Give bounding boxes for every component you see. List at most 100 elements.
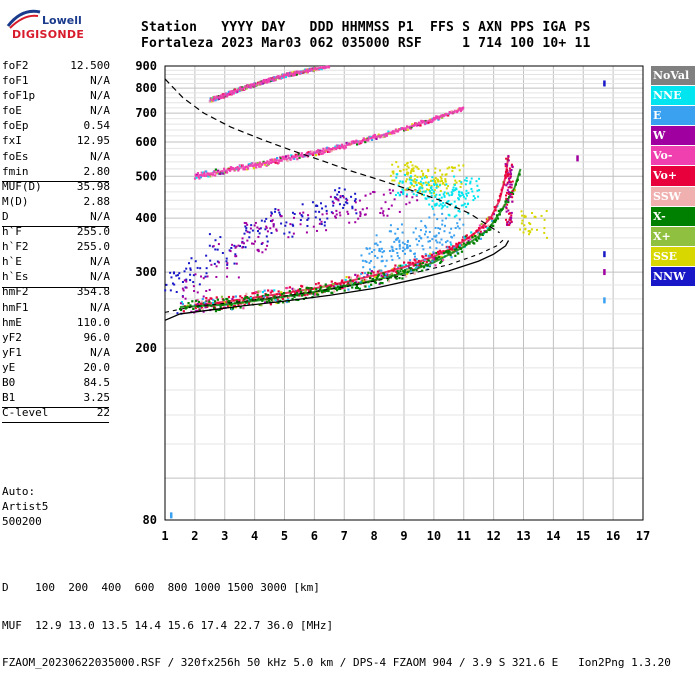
param-row: hmF2 354.8 <box>2 284 110 299</box>
echo-point <box>543 227 546 230</box>
param-row: h`F2 255.0 <box>2 239 110 254</box>
echo-point <box>277 75 280 78</box>
echo-point <box>205 254 208 257</box>
echo-point <box>394 194 397 197</box>
echo-point <box>315 150 318 153</box>
echo-point <box>414 165 417 168</box>
echo-point <box>285 158 288 161</box>
echo-point <box>436 256 439 260</box>
echo-point <box>429 246 432 249</box>
echo-point <box>204 275 207 278</box>
echo-point <box>205 272 208 275</box>
echo-point <box>359 212 362 215</box>
echo-point <box>432 207 435 210</box>
echo-point <box>178 272 181 275</box>
echo-point <box>414 174 417 177</box>
echo-point <box>189 273 192 276</box>
echo-point <box>266 296 269 299</box>
echo-point <box>415 258 418 261</box>
echo-point <box>364 272 367 275</box>
echo-point <box>393 267 396 270</box>
echo-point <box>270 232 273 235</box>
echo-point <box>192 307 195 311</box>
echo-point <box>420 237 423 240</box>
echo-point <box>375 242 378 245</box>
echo-point <box>527 230 530 233</box>
echo-point <box>173 283 176 286</box>
echo-point <box>432 252 435 255</box>
echo-point <box>349 279 352 282</box>
echo-point <box>259 165 262 168</box>
param-value: 22 <box>96 406 110 420</box>
echo-point <box>261 251 264 254</box>
echo-point <box>450 194 453 197</box>
echo-point <box>284 155 288 158</box>
param-value: 354.8 <box>76 285 110 299</box>
echo-point <box>453 215 456 218</box>
echo-point <box>247 297 250 300</box>
echo-point <box>427 170 430 173</box>
echo-point <box>505 218 508 221</box>
echo-point <box>442 181 445 184</box>
echo-point <box>274 161 277 164</box>
echo-point <box>404 252 407 255</box>
echo-point <box>292 232 295 235</box>
echo-point <box>360 272 363 275</box>
echo-point <box>212 99 215 102</box>
echo-point <box>423 194 426 197</box>
echo-point <box>442 201 445 204</box>
echo-point <box>317 293 320 296</box>
echo-point <box>339 214 342 217</box>
echo-point <box>212 301 215 305</box>
echo-point <box>357 217 360 220</box>
echo-point <box>381 251 384 254</box>
echo-point <box>446 251 449 254</box>
echo-point <box>200 275 203 278</box>
echo-point <box>524 215 527 218</box>
echo-point <box>416 176 419 179</box>
echo-point <box>322 147 325 150</box>
echo-point <box>385 259 388 262</box>
echo-point <box>401 250 404 253</box>
echo-point <box>212 298 215 302</box>
echo-point <box>283 232 286 235</box>
echo-point <box>324 283 327 286</box>
echo-point <box>214 99 217 102</box>
echo-point <box>489 228 492 231</box>
echo-point <box>306 293 309 296</box>
echo-point <box>180 300 184 304</box>
echo-point <box>280 222 283 225</box>
echo-point <box>474 235 477 238</box>
echo-point <box>267 162 271 166</box>
echo-point <box>438 184 441 187</box>
echo-point <box>444 241 447 244</box>
echo-point <box>205 174 209 178</box>
param-label: foEs <box>2 149 29 163</box>
echo-point <box>280 76 284 79</box>
echo-point <box>189 268 192 271</box>
echo-point <box>374 254 377 257</box>
echo-point <box>408 176 411 179</box>
echo-point <box>384 135 387 138</box>
echo-point <box>422 248 425 251</box>
echo-point <box>397 271 400 275</box>
echo-point <box>231 89 234 93</box>
echo-point <box>330 280 333 283</box>
echo-point <box>449 254 452 257</box>
param-value: N/A <box>90 89 110 103</box>
echo-point <box>403 242 406 245</box>
echo-point <box>295 291 299 294</box>
echo-point <box>397 264 400 267</box>
echo-point <box>510 211 513 214</box>
echo-point <box>508 167 511 170</box>
echo-point <box>210 173 213 176</box>
echo-point <box>277 209 280 212</box>
echo-point <box>403 270 406 274</box>
echo-point <box>431 260 434 263</box>
echo-point <box>453 247 456 250</box>
echo-point <box>342 206 345 209</box>
echo-point <box>206 299 209 302</box>
echo-point <box>373 133 377 137</box>
echo-point <box>300 152 303 155</box>
model-profile-line <box>164 240 510 321</box>
